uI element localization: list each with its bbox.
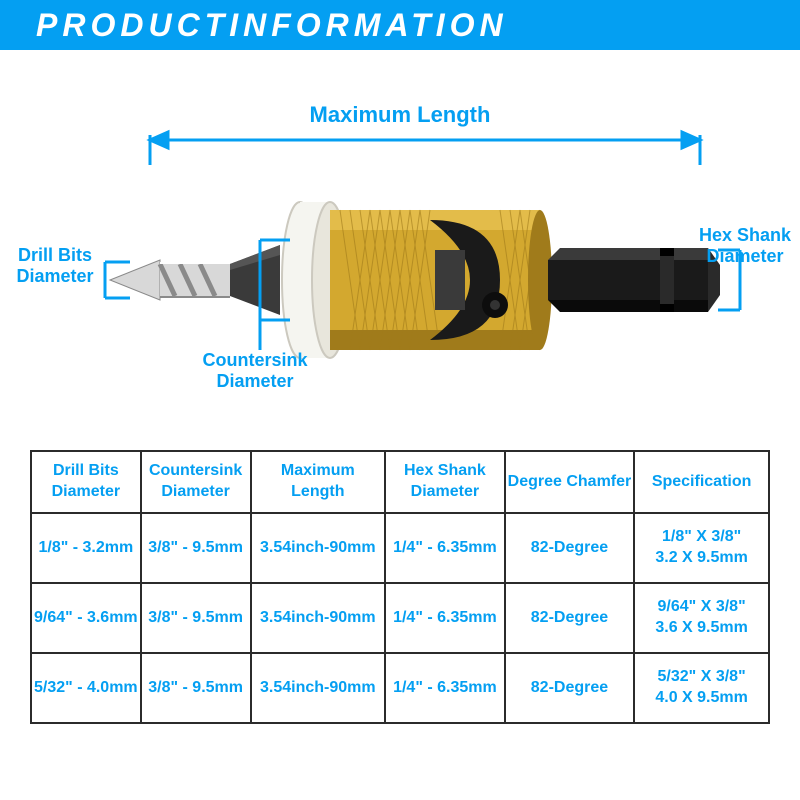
cell: 1/4" - 6.35mm — [385, 513, 505, 583]
col-drill-bits: Drill Bits Diameter — [31, 451, 141, 513]
cell: 1/8" X 3/8" 3.2 X 9.5mm — [634, 513, 769, 583]
drill-tip-icon — [110, 260, 230, 300]
label-countersink-diameter: Countersink Diameter — [170, 350, 340, 391]
banner-title: PRODUCTINFORMATION — [36, 7, 508, 44]
col-hex-shank: Hex Shank Diameter — [385, 451, 505, 513]
cell: 1/4" - 6.35mm — [385, 653, 505, 723]
spec-table: Drill Bits Diameter Countersink Diameter… — [30, 450, 770, 724]
cell: 3/8" - 9.5mm — [141, 583, 251, 653]
cell: 1/8" - 3.2mm — [31, 513, 141, 583]
cell: 82-Degree — [505, 513, 635, 583]
cell: 3/8" - 9.5mm — [141, 513, 251, 583]
cell: 3.54inch-90mm — [251, 513, 386, 583]
label-drill-bits-diameter: Drill Bits Diameter — [0, 245, 110, 286]
table-row: 1/8" - 3.2mm 3/8" - 9.5mm 3.54inch-90mm … — [31, 513, 769, 583]
cell: 82-Degree — [505, 583, 635, 653]
label-hex-shank-diameter: Hex Shank Diameter — [690, 225, 800, 266]
cell: 5/32" - 4.0mm — [31, 653, 141, 723]
cell: 9/64" - 3.6mm — [31, 583, 141, 653]
table-row: 5/32" - 4.0mm 3/8" - 9.5mm 3.54inch-90mm… — [31, 653, 769, 723]
col-max-length: Maximum Length — [251, 451, 386, 513]
col-countersink: Countersink Diameter — [141, 451, 251, 513]
brass-collar-icon — [330, 210, 552, 350]
product-diagram: Maximum Length Drill Bits Diameter Count… — [0, 50, 800, 450]
cell: 82-Degree — [505, 653, 635, 723]
cell: 3.54inch-90mm — [251, 653, 386, 723]
banner: PRODUCTINFORMATION — [0, 0, 800, 50]
table-header-row: Drill Bits Diameter Countersink Diameter… — [31, 451, 769, 513]
table-row: 9/64" - 3.6mm 3/8" - 9.5mm 3.54inch-90mm… — [31, 583, 769, 653]
cell: 1/4" - 6.35mm — [385, 583, 505, 653]
col-spec: Specification — [634, 451, 769, 513]
cell: 3.54inch-90mm — [251, 583, 386, 653]
col-degree: Degree Chamfer — [505, 451, 635, 513]
label-maximum-length: Maximum Length — [0, 102, 800, 127]
cell: 5/32" X 3/8" 4.0 X 9.5mm — [634, 653, 769, 723]
cell: 3/8" - 9.5mm — [141, 653, 251, 723]
cell: 9/64" X 3/8" 3.6 X 9.5mm — [634, 583, 769, 653]
